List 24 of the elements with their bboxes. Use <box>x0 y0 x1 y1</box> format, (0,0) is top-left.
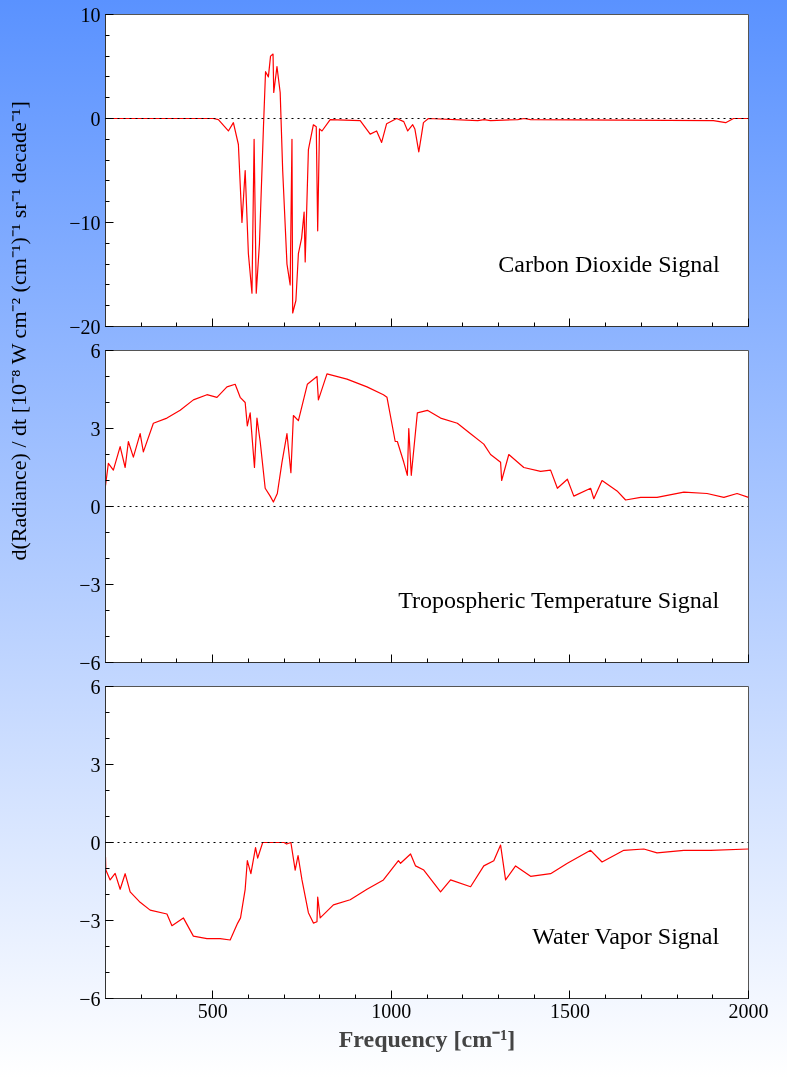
annotation: Carbon Dioxide Signal <box>498 250 720 277</box>
x-tick-label: 500 <box>197 999 228 1022</box>
y-tick-label: 0 <box>90 107 101 130</box>
x-tick-label: 1000 <box>371 999 412 1022</box>
y-tick-label: −20 <box>69 315 101 338</box>
y-tick-label: 10 <box>80 3 101 26</box>
annotation: Water Vapor Signal <box>532 922 720 949</box>
y-axis-title: d(Radiance) / dt [10⁻⁸ W cm⁻² (cm⁻¹)⁻¹ sr⁻¹ decade⁻¹] <box>5 101 31 561</box>
y-tick-label: 3 <box>90 417 101 440</box>
y-tick-label: 0 <box>90 831 101 854</box>
x-axis-title: Frequency [cm⁻¹] <box>338 1025 516 1052</box>
y-tick-label: −6 <box>79 651 101 674</box>
x-tick-label: 1500 <box>549 999 590 1022</box>
y-tick-label: −10 <box>69 211 101 234</box>
y-tick-label: 3 <box>90 753 101 776</box>
annotation: Tropospheric Temperature Signal <box>398 586 720 613</box>
y-tick-label: 6 <box>90 339 101 362</box>
y-tick-label: −6 <box>79 987 101 1010</box>
line-series <box>105 373 749 503</box>
y-tick-label: −3 <box>79 909 101 932</box>
y-tick-label: 6 <box>90 675 101 698</box>
y-tick-label: −3 <box>79 573 101 596</box>
y-tick-label: 0 <box>90 495 101 518</box>
x-tick-label: 2000 <box>728 999 769 1022</box>
